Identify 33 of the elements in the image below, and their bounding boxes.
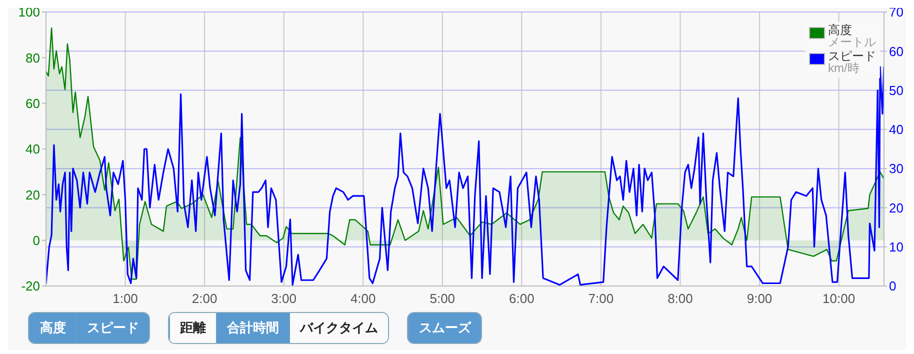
y2-tick-label: 30 <box>889 161 904 176</box>
y2-tick-label: 10 <box>889 239 904 254</box>
x-tick-label: 4:00 <box>350 291 376 306</box>
y2-tick-label: 0 <box>889 278 896 294</box>
text: バイクタイム <box>289 313 388 343</box>
text: スムーズ <box>408 313 481 343</box>
annotation: km/時 <box>828 61 860 75</box>
legend-label: スピード <box>828 49 876 63</box>
y-tick-label: 60 <box>26 96 40 111</box>
text: 合計時間 <box>216 313 289 343</box>
x-tick-label: 1:00 <box>112 291 138 306</box>
x-tick-label: 7:00 <box>588 291 614 306</box>
annotation: メートル <box>828 35 876 49</box>
legend-label: 高度 <box>828 23 853 37</box>
y2-tick-label: 20 <box>889 200 904 216</box>
x-tick-label: 5:00 <box>430 291 456 306</box>
y-tick-label: 80 <box>26 50 40 66</box>
x-tick-label: 8:00 <box>668 291 693 306</box>
y-tick-label: -20 <box>21 278 40 294</box>
y2-tick-label: 60 <box>889 44 904 59</box>
y2-tick-label: 50 <box>889 82 904 98</box>
x-tick-label: 2:00 <box>192 291 218 306</box>
x-tick-label: 3:00 <box>271 291 296 306</box>
y2-tick-label: 40 <box>889 122 904 138</box>
x-tick-label: 6:00 <box>509 291 534 306</box>
y-tick-label: 20 <box>26 187 40 202</box>
y-tick-label: 40 <box>26 142 40 157</box>
text: スピード <box>76 313 149 343</box>
text: 距離 <box>169 313 216 343</box>
x-tick-label: 9:00 <box>746 291 772 306</box>
y-tick-label: 0 <box>32 232 40 248</box>
text: 高度 <box>29 313 76 343</box>
x-tick-label: 10:00 <box>822 291 856 306</box>
